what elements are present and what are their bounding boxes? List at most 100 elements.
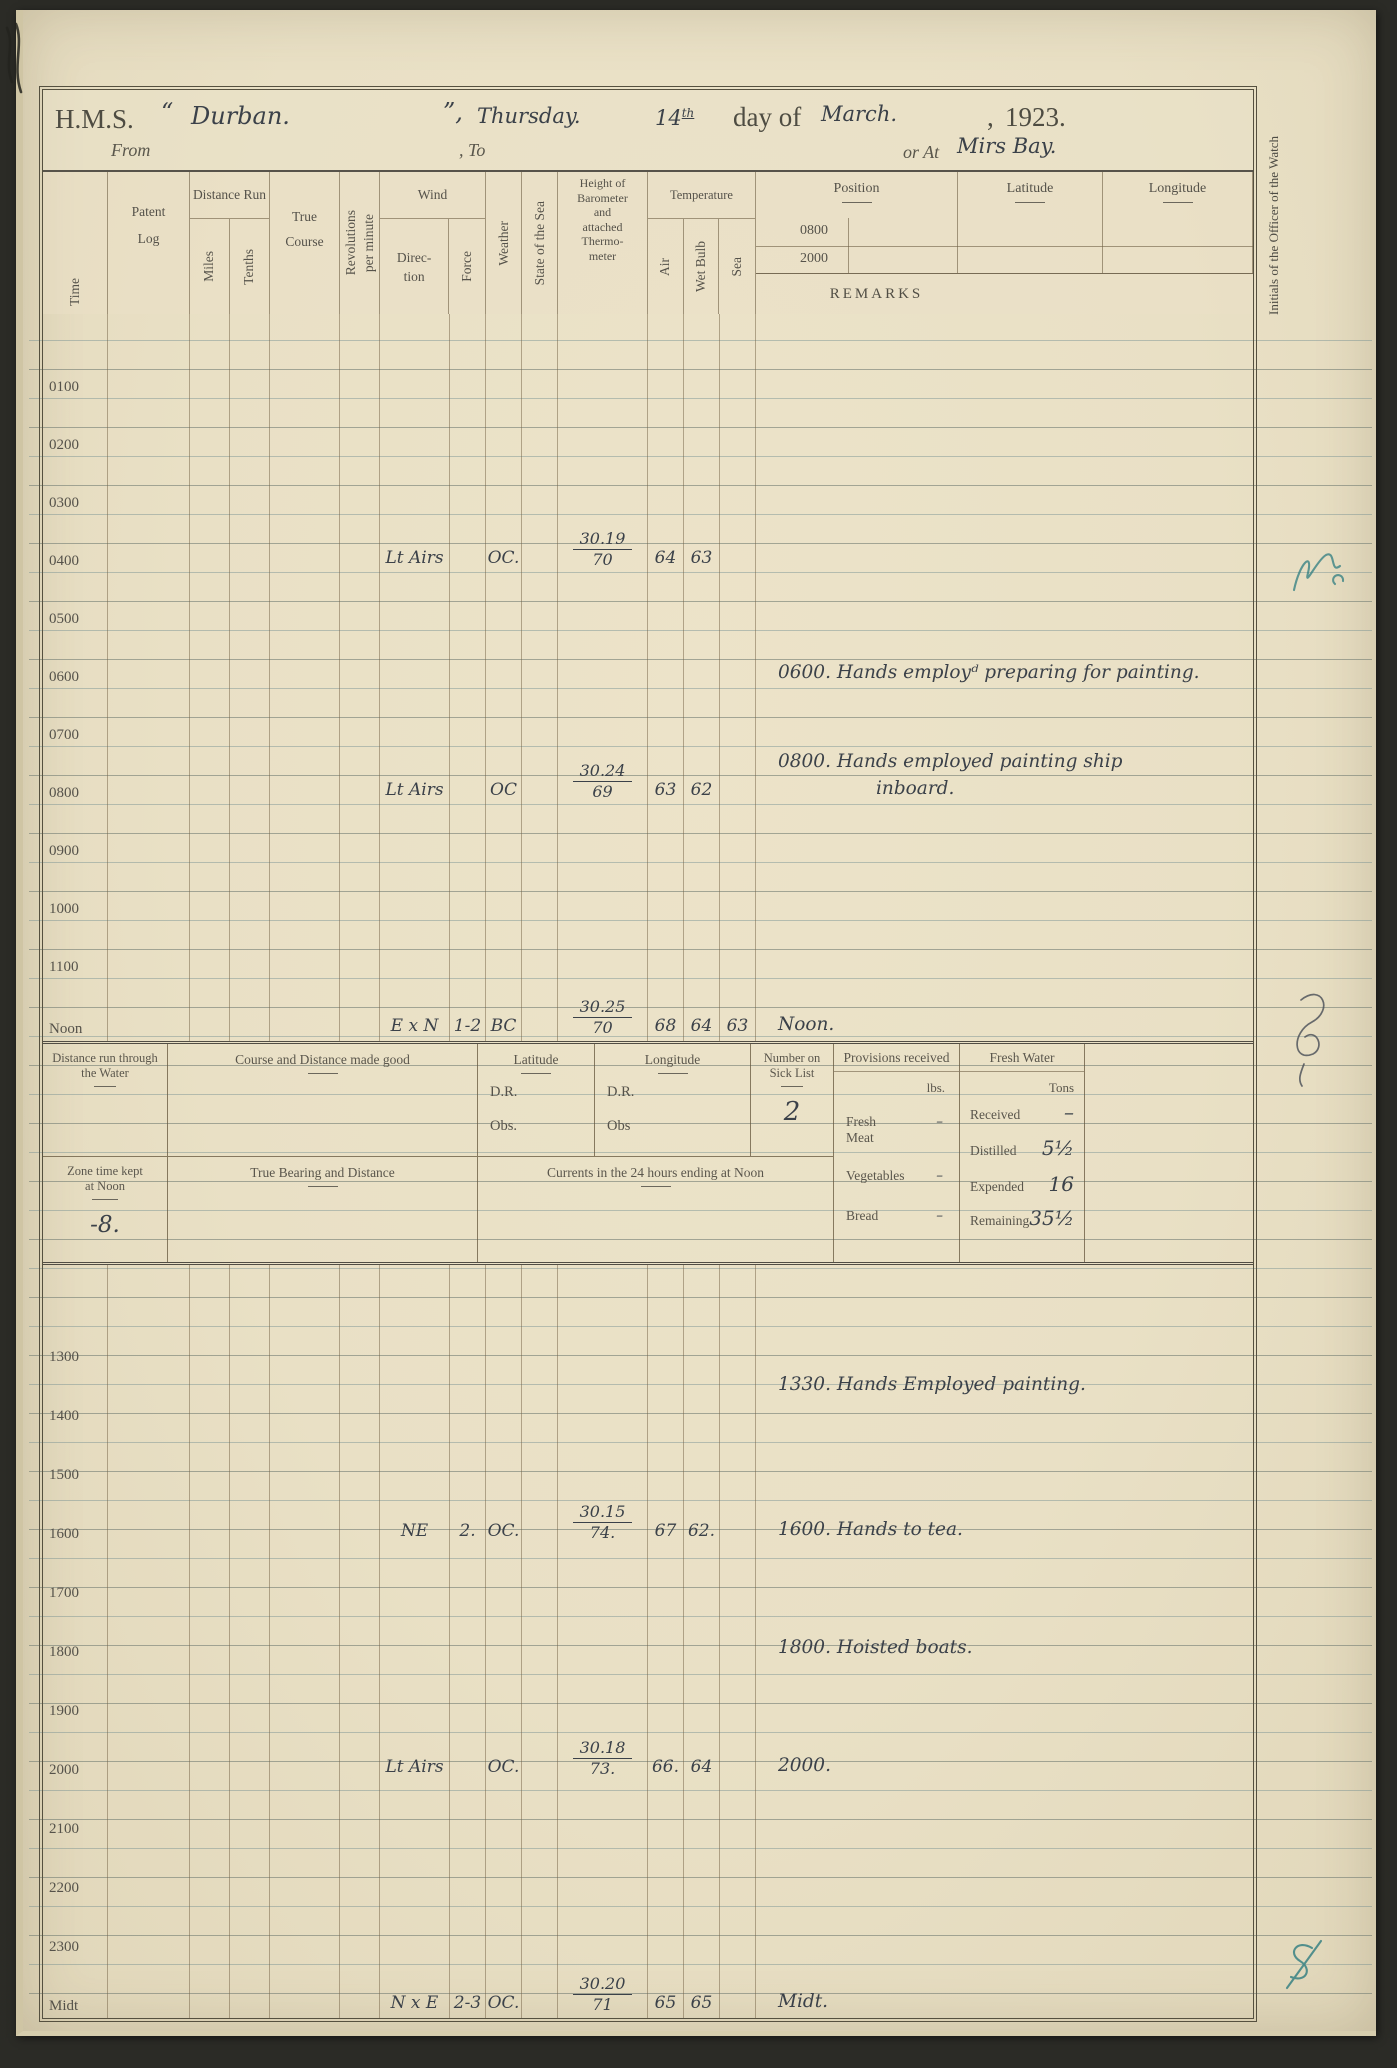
wind-force-cell-value: 2. xyxy=(459,1521,476,1541)
miles-cell xyxy=(190,1605,230,1664)
patent-log-cell xyxy=(108,1664,190,1723)
true-course-cell xyxy=(270,1369,340,1428)
revolutions-cell xyxy=(340,689,380,747)
patent-log-cell xyxy=(108,573,190,631)
weather-cell-value: OC. xyxy=(487,1993,520,2013)
time-cell: 1000 xyxy=(43,863,108,921)
air-temp-cell xyxy=(648,1900,684,1959)
column-header-row: Time Patent Log Distance Run Miles Tenth… xyxy=(43,172,1253,314)
log-row-1700: 1700 xyxy=(43,1546,1253,1605)
sick-list-value-wrap: 2 xyxy=(751,1097,833,1127)
sea-temp-cell xyxy=(720,457,756,515)
wind-force-cell xyxy=(450,1782,486,1841)
col-patent-log: Patent Log xyxy=(108,172,190,314)
revolutions-cell xyxy=(340,341,380,399)
miles-cell xyxy=(190,631,230,689)
weather-cell: OC. xyxy=(486,1487,522,1546)
weather-cell xyxy=(486,1900,522,1959)
true-course-cell xyxy=(270,1723,340,1782)
air-temp-cell xyxy=(648,1310,684,1369)
remarks-cell xyxy=(756,689,1253,747)
wind-label: Wind xyxy=(380,172,485,219)
sea-state-cell xyxy=(522,1487,558,1546)
patent-log-cell xyxy=(108,515,190,573)
revolutions-cell xyxy=(340,1782,380,1841)
time-cell: 1100 xyxy=(43,921,108,979)
true-course-cell xyxy=(270,921,340,979)
miles-cell xyxy=(190,1723,230,1782)
true-bearing-label: True Bearing and Distance xyxy=(250,1165,395,1180)
sea-temp-cell xyxy=(720,1959,756,2018)
time-label: 0200 xyxy=(49,437,79,453)
remarks-cell xyxy=(756,573,1253,631)
patent-log-cell xyxy=(108,1841,190,1900)
afternoon-log-rows: 1300 1330. Hands Employed painting. 1400 15… xyxy=(43,1265,1253,2018)
wind-direction-cell xyxy=(380,863,450,921)
sea-state-cell xyxy=(522,341,558,399)
barometer-cell xyxy=(558,921,648,979)
wind-direction-cell-value: E x N xyxy=(390,1016,439,1036)
expended-value: 16 xyxy=(1048,1172,1074,1196)
wind-direction-cell xyxy=(380,1310,450,1369)
time-label: Noon xyxy=(49,1021,83,1037)
log-row-2100: 2100 xyxy=(43,1782,1253,1841)
tenths-cell xyxy=(230,1723,270,1782)
remarks-cell xyxy=(756,1782,1253,1841)
received-label: Received xyxy=(970,1107,1021,1122)
barometer-cell xyxy=(558,399,648,457)
miles-cell xyxy=(190,1310,230,1369)
time-label: 1000 xyxy=(49,901,79,917)
wind-force-cell-value: 2-3 xyxy=(453,1993,482,2013)
miles-cell xyxy=(190,805,230,863)
sea-temp-cell: 63 xyxy=(720,979,756,1041)
wind-force-cell xyxy=(450,1605,486,1664)
air-temp-cell xyxy=(648,1664,684,1723)
wind-direction-cell xyxy=(380,1664,450,1723)
wet-bulb-temp-cell-value: 64 xyxy=(690,1757,713,1777)
position-header-cell: Position 0800 2000 xyxy=(756,172,958,274)
col-true-course: True Course xyxy=(270,172,340,314)
sea-state-cell xyxy=(522,1841,558,1900)
miles-cell xyxy=(190,1487,230,1546)
remaining-label: Remaining xyxy=(970,1213,1030,1228)
sea-state-cell xyxy=(522,1265,558,1310)
time-cell: 2100 xyxy=(43,1782,108,1841)
wind-direction-cell: NE xyxy=(380,1487,450,1546)
remarks-cell xyxy=(756,1265,1253,1310)
tenths-cell xyxy=(230,1664,270,1723)
wind-direction-cell-value: Lt Airs xyxy=(385,1757,444,1777)
wind-force-cell: 2. xyxy=(450,1487,486,1546)
tenths-cell xyxy=(230,1265,270,1310)
patent-log-cell xyxy=(108,1546,190,1605)
sea-state-cell xyxy=(522,979,558,1041)
summary-latitude-label: Latitude xyxy=(513,1052,559,1067)
time-label: 1400 xyxy=(49,1408,79,1424)
wind-direction-cell xyxy=(380,341,450,399)
remark-wrap: 2000. xyxy=(778,1752,1251,1779)
true-course-cell xyxy=(270,689,340,747)
time-cell: 1700 xyxy=(43,1546,108,1605)
barometer-cell: 30.25 70 xyxy=(558,979,648,1041)
weather-cell xyxy=(486,805,522,863)
sea-state-cell xyxy=(522,1723,558,1782)
weekday-handwritten: Thursday. xyxy=(477,104,581,128)
true-bearing-underline xyxy=(307,1186,338,1187)
sick-list-cell: Number on Sick List 2 xyxy=(751,1044,833,1156)
year-label: 1923. xyxy=(1005,102,1066,132)
patent-log-cell xyxy=(108,1487,190,1546)
barometer-cell: 30.19 70 xyxy=(558,515,648,573)
remark-text: 1330. Hands Employed painting. xyxy=(778,1374,1086,1395)
weather-cell xyxy=(486,921,522,979)
air-temp-cell: 63 xyxy=(648,747,684,805)
barometer-header-label: Height of Barometer and attached Thermo-… xyxy=(577,176,628,263)
sea-temp-cell xyxy=(720,631,756,689)
year-comma: , xyxy=(987,102,994,132)
sick-list-label: Number on Sick List xyxy=(763,1051,821,1080)
remark-text: Midt. xyxy=(778,1991,829,2012)
vegetables-value: – xyxy=(936,1168,943,1184)
miles-cell xyxy=(190,1959,230,2018)
tenths-cell xyxy=(230,1487,270,1546)
sea-state-cell xyxy=(522,1369,558,1428)
tenths-cell xyxy=(230,341,270,399)
wind-direction-cell xyxy=(380,1369,450,1428)
